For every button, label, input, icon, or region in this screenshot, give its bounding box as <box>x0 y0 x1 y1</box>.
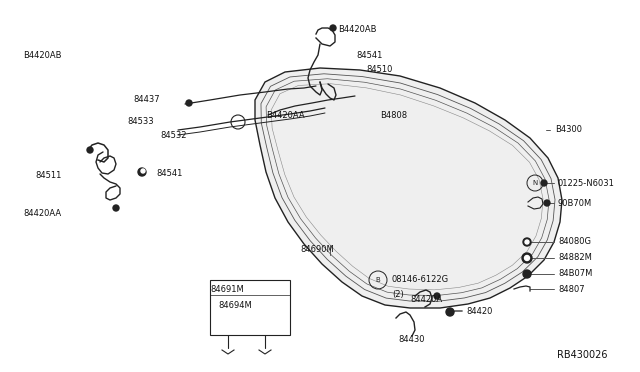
Text: 84511: 84511 <box>36 170 62 180</box>
Text: 84691M: 84691M <box>210 285 244 295</box>
Circle shape <box>113 205 119 211</box>
Circle shape <box>523 238 531 246</box>
Text: 84807: 84807 <box>558 285 584 295</box>
Text: 84690M: 84690M <box>300 246 333 254</box>
Text: 84430: 84430 <box>398 336 424 344</box>
Text: B4300: B4300 <box>555 125 582 135</box>
Circle shape <box>525 240 529 244</box>
Text: 84080G: 84080G <box>558 237 591 247</box>
Text: 84532: 84532 <box>160 131 186 141</box>
Circle shape <box>523 270 531 278</box>
Circle shape <box>541 180 547 186</box>
Circle shape <box>525 256 529 260</box>
Text: 84B07M: 84B07M <box>558 269 593 279</box>
Text: B4420AA: B4420AA <box>266 110 305 119</box>
Text: 84541: 84541 <box>156 169 182 177</box>
Circle shape <box>141 169 145 173</box>
Circle shape <box>138 168 146 176</box>
Text: 84533: 84533 <box>127 116 154 125</box>
Text: 84437: 84437 <box>133 96 159 105</box>
Circle shape <box>87 147 93 153</box>
Text: B: B <box>376 277 380 283</box>
Text: 01225-N6031: 01225-N6031 <box>558 179 615 187</box>
Text: 84420: 84420 <box>466 308 492 317</box>
Text: 84420A: 84420A <box>410 295 442 305</box>
Text: 84510: 84510 <box>366 65 392 74</box>
Circle shape <box>544 200 550 206</box>
Text: 84882M: 84882M <box>558 253 592 263</box>
Circle shape <box>446 308 454 316</box>
Text: B4420AB: B4420AB <box>338 26 376 35</box>
Circle shape <box>186 100 192 106</box>
Text: RB430026: RB430026 <box>557 350 608 360</box>
Circle shape <box>330 25 336 31</box>
Circle shape <box>522 253 532 263</box>
Polygon shape <box>255 68 562 308</box>
Text: 84694M: 84694M <box>218 301 252 311</box>
Text: N: N <box>532 180 538 186</box>
Text: B4420AB: B4420AB <box>24 51 62 61</box>
Text: 84420AA: 84420AA <box>24 208 62 218</box>
Text: (2): (2) <box>392 291 404 299</box>
Circle shape <box>434 293 440 299</box>
Text: 08146-6122G: 08146-6122G <box>392 276 449 285</box>
Text: 90B70M: 90B70M <box>558 199 592 208</box>
Text: B4808: B4808 <box>380 110 407 119</box>
Text: 84541: 84541 <box>356 51 382 61</box>
